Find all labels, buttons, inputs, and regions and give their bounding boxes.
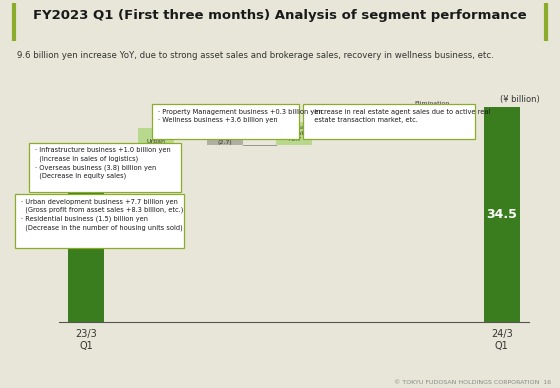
FancyBboxPatch shape — [29, 143, 181, 192]
Bar — [138, 128, 174, 167]
Text: 24.9: 24.9 — [71, 238, 102, 251]
FancyBboxPatch shape — [152, 104, 299, 139]
Text: Urban
Development
+6.2: Urban Development +6.2 — [134, 139, 177, 156]
Text: · Urban development business +7.7 billion yen
  (Gross profit from asset sales +: · Urban development business +7.7 billio… — [21, 199, 184, 231]
Text: · Property Management business +0.3 billion yen
· Wellness business +3.6 billion: · Property Management business +0.3 bill… — [158, 109, 323, 123]
Text: 34.5: 34.5 — [486, 208, 517, 221]
Bar — [68, 167, 104, 322]
Text: © TOKYU FUDOSAN HOLDINGS CORPORATION  16: © TOKYU FUDOSAN HOLDINGS CORPORATION 16 — [394, 380, 552, 385]
Bar — [207, 128, 243, 145]
Text: 23/3
Q1: 23/3 Q1 — [76, 329, 97, 351]
Text: FY2023 Q1 (First three months) Analysis of segment performance: FY2023 Q1 (First three months) Analysis … — [33, 9, 527, 22]
Text: Strategic
Investment
(2.7): Strategic Investment (2.7) — [207, 128, 242, 146]
Bar — [414, 105, 450, 107]
Text: Elimination
(0.3): Elimination (0.3) — [415, 100, 450, 112]
Text: · Infrastructure business +1.0 billion yen
  (Increase in sales of logistics)
· : · Infrastructure business +1.0 billion y… — [35, 147, 171, 179]
Text: 9.6 billion yen increase YoY, due to strong asset sales and brokerage sales, rec: 9.6 billion yen increase YoY, due to str… — [17, 51, 493, 60]
Bar — [345, 105, 381, 122]
FancyBboxPatch shape — [15, 194, 184, 248]
FancyBboxPatch shape — [303, 104, 475, 139]
Text: Property Management
& Operation
+3.7: Property Management & Operation +3.7 — [259, 125, 329, 142]
Text: Real Estate
Agents
+2.7: Real Estate Agents +2.7 — [346, 105, 381, 122]
Bar — [276, 122, 312, 145]
Text: · Increase in real estate agent sales due to active real
  estate transaction ma: · Increase in real estate agent sales du… — [310, 109, 490, 123]
Text: (¥ billion): (¥ billion) — [500, 95, 540, 104]
Bar — [484, 107, 520, 322]
Text: 24/3
Q1: 24/3 Q1 — [491, 329, 512, 351]
